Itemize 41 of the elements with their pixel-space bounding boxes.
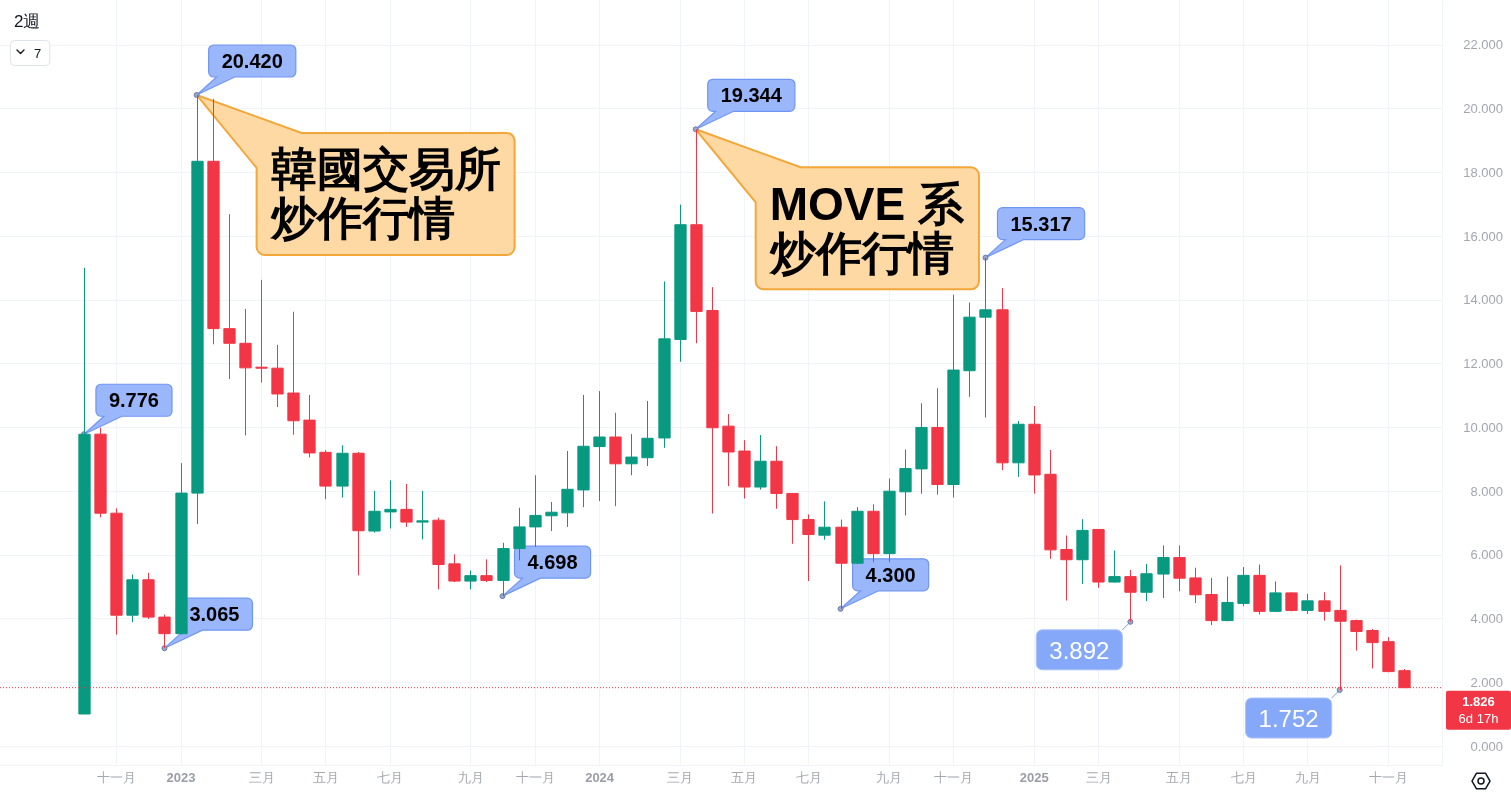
x-tick-label: 2025	[1019, 770, 1049, 786]
x-tick-label: 七月	[1230, 770, 1257, 786]
x-tick-label: 五月	[731, 770, 758, 786]
y-tick-label: 8.000	[1470, 483, 1503, 499]
y-tick-label: 14.000	[1463, 292, 1503, 308]
annotation: 4.300	[865, 563, 916, 586]
annotation: 15.317	[1010, 212, 1072, 235]
x-tick-label: 五月	[312, 770, 339, 786]
annotation: 3.065	[189, 603, 240, 626]
annotation: 韓國交易所炒作行情	[268, 143, 501, 245]
y-tick-label: 12.000	[1463, 356, 1503, 372]
y-tick-label: 4.000	[1470, 611, 1503, 627]
x-tick-label: 2023	[166, 770, 196, 786]
x-tick-label: 三月	[1085, 770, 1112, 786]
y-tick-label: 0.000	[1470, 738, 1503, 754]
annotation: 3.892	[1049, 636, 1110, 664]
x-tick-label: 九月	[1294, 770, 1321, 786]
y-tick-label: 20.000	[1463, 101, 1503, 117]
x-tick-label: 九月	[876, 770, 903, 786]
annotation: 19.344	[720, 84, 783, 107]
annotation: 9.776	[108, 389, 160, 412]
annotation: MOVE 系炒作行情	[767, 177, 965, 279]
x-tick-label: 三月	[248, 770, 275, 786]
y-tick-label: 16.000	[1463, 228, 1503, 244]
annotation: 1.752	[1258, 705, 1319, 733]
text: 2週	[14, 12, 41, 31]
annotation: 7	[34, 46, 42, 61]
y-tick-label: 2.000	[1470, 674, 1503, 690]
x-tick-label: 七月	[377, 770, 404, 786]
annotation: 20.420	[221, 49, 283, 72]
y-tick-label: 22.000	[1463, 37, 1503, 53]
x-tick-label: 七月	[795, 770, 822, 786]
y-tick-label: 18.000	[1463, 164, 1503, 180]
y-tick-label: 10.000	[1463, 419, 1503, 435]
x-tick-label: 九月	[457, 770, 484, 786]
ref-line-label: 1.826 6d 17h	[1458, 693, 1499, 726]
x-tick-label: 2024	[585, 770, 615, 786]
x-tick-label: 三月	[667, 770, 694, 786]
x-tick-label: 五月	[1166, 770, 1193, 786]
annotation: 4.698	[527, 551, 578, 574]
y-tick-label: 6.000	[1470, 547, 1503, 563]
